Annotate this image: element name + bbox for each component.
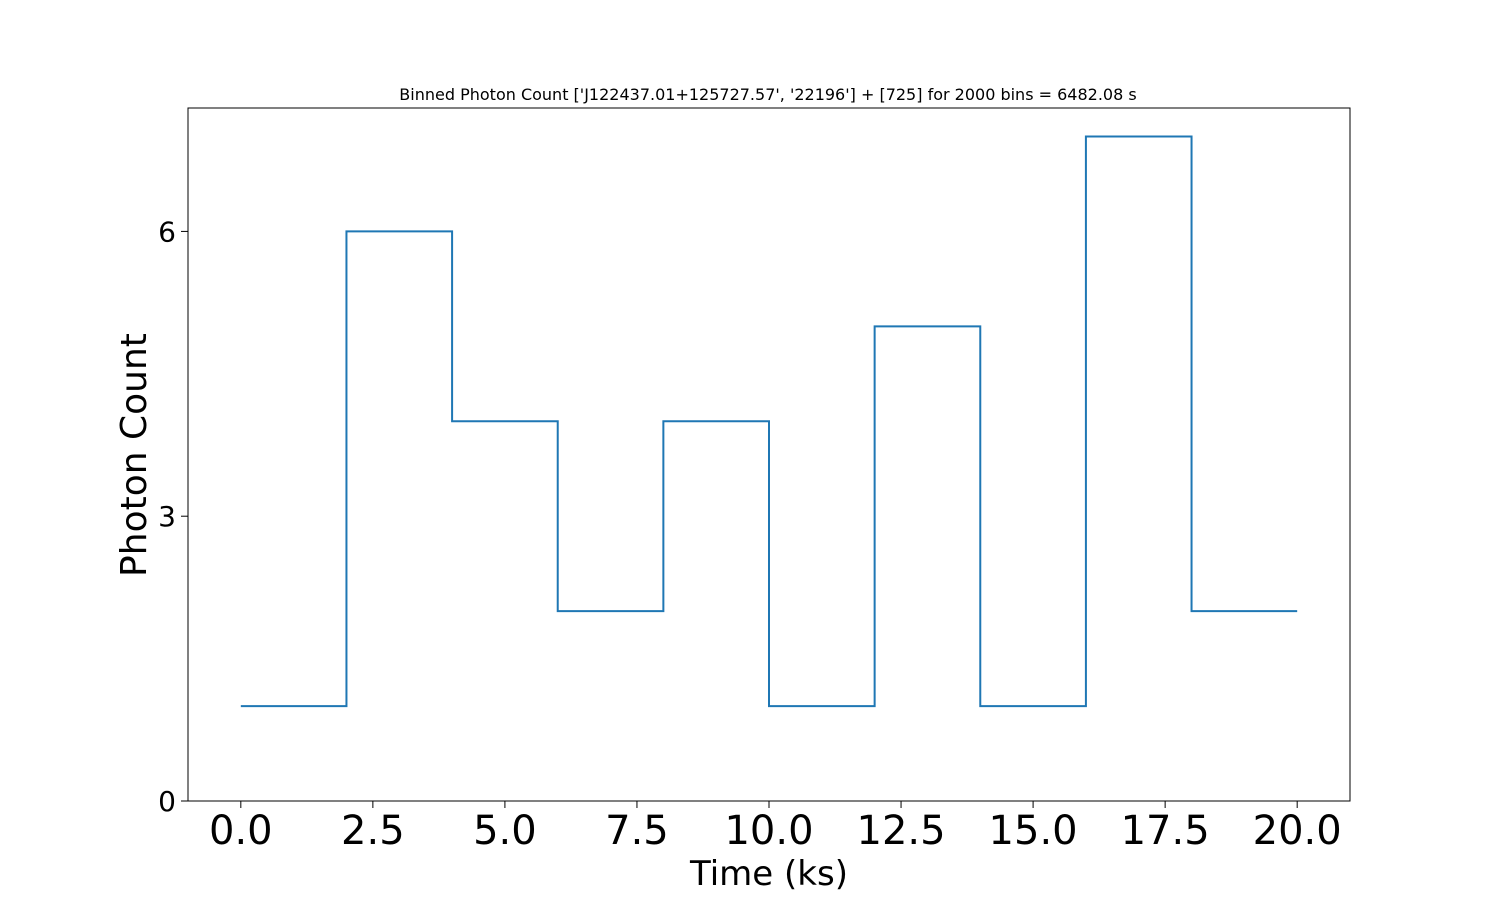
x-tick-label: 2.5 — [341, 808, 405, 854]
photon-count-step-line — [240, 135, 1298, 708]
y-tick-label: 0 — [158, 785, 176, 818]
y-tick-label: 3 — [158, 500, 176, 533]
x-tick-label: 17.5 — [1121, 808, 1210, 854]
y-axis-label: Photon Count — [114, 333, 155, 577]
x-axis-label: Time (ks) — [689, 854, 848, 894]
x-tick-label: 0.0 — [209, 808, 273, 854]
series-layer — [240, 135, 1298, 708]
x-tick-label: 10.0 — [724, 808, 813, 854]
x-tick-label: 15.0 — [989, 808, 1078, 854]
x-tick-label: 20.0 — [1253, 808, 1342, 854]
x-tick-label: 5.0 — [473, 808, 537, 854]
x-tick-label: 12.5 — [857, 808, 946, 854]
x-tick-label: 7.5 — [605, 808, 669, 854]
x-axis: 0.0 2.5 5.0 7.5 10.0 12.5 15.0 17.5 20.0 — [209, 801, 1342, 854]
y-axis: 0 3 6 — [158, 215, 188, 818]
chart-title: Binned Photon Count ['J122437.01+125727.… — [399, 85, 1136, 104]
y-tick-label: 6 — [158, 215, 176, 248]
